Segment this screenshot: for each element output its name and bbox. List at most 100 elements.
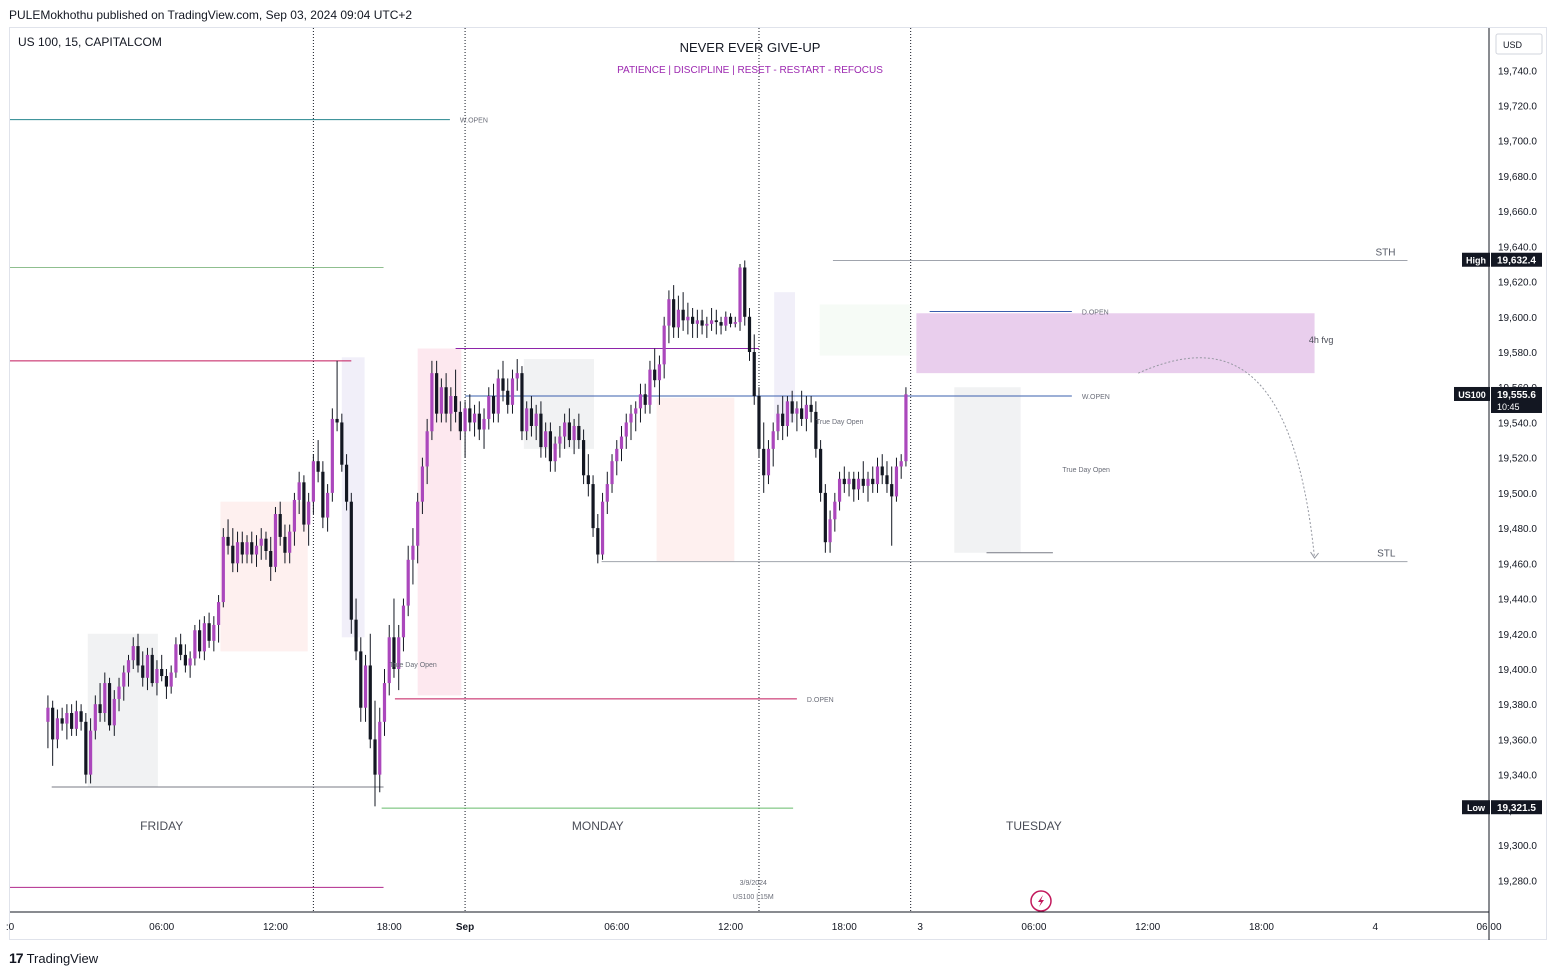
candle-body-up bbox=[624, 422, 628, 437]
x-tick-label: 12:00 bbox=[263, 922, 288, 933]
candle bbox=[60, 707, 64, 731]
candle bbox=[600, 492, 605, 560]
candle-body-down bbox=[349, 501, 353, 620]
candle bbox=[563, 413, 567, 449]
monday-pm-box bbox=[774, 292, 796, 423]
candle-body-up bbox=[894, 466, 899, 497]
candle bbox=[155, 660, 159, 696]
candle bbox=[733, 316, 737, 328]
candle-body-up bbox=[297, 482, 301, 500]
candle-body-up bbox=[397, 637, 401, 669]
candle-body-down bbox=[871, 478, 875, 485]
x-tick-label: 4 bbox=[1372, 922, 1378, 933]
candle-body-down bbox=[823, 492, 827, 543]
y-tick-label: 19,360.0 bbox=[1498, 735, 1537, 746]
candle bbox=[240, 531, 244, 564]
candle-body-down bbox=[506, 390, 510, 405]
candle-body-up bbox=[193, 630, 197, 659]
candle bbox=[866, 471, 870, 502]
candle-body-down bbox=[278, 514, 282, 537]
candle-body-down bbox=[231, 545, 235, 564]
candle-body-up bbox=[856, 478, 861, 490]
candle bbox=[657, 355, 662, 405]
candle-body-up bbox=[785, 401, 790, 426]
candle-body-up bbox=[572, 425, 576, 441]
candle bbox=[899, 454, 903, 479]
candle-body-down bbox=[60, 718, 64, 724]
candle-body-up bbox=[638, 394, 643, 409]
candle-body-down bbox=[453, 396, 458, 412]
x-tick-label: 06:00 bbox=[1021, 922, 1046, 933]
true-day-open-tuesday: True Day Open bbox=[1062, 467, 1110, 474]
lightning-glyph bbox=[1038, 895, 1044, 907]
candle-body-up bbox=[705, 323, 709, 326]
candle bbox=[98, 683, 102, 722]
projection-arrow bbox=[1138, 357, 1316, 559]
candle-body-up bbox=[117, 686, 121, 699]
candle bbox=[321, 461, 325, 529]
candle bbox=[188, 651, 192, 678]
candle bbox=[250, 531, 254, 564]
x-tick-label: 06:00 bbox=[149, 922, 174, 933]
candle bbox=[145, 647, 150, 691]
candle bbox=[743, 260, 747, 326]
candle-body-up bbox=[648, 369, 652, 405]
candle-body-up bbox=[122, 672, 126, 687]
candle-body-down bbox=[819, 448, 823, 493]
y-tick-label: 19,740.0 bbox=[1498, 66, 1537, 77]
candle bbox=[842, 466, 846, 493]
candle-body-down bbox=[264, 538, 268, 552]
candle bbox=[326, 484, 330, 532]
candle bbox=[648, 360, 652, 414]
candle bbox=[591, 475, 595, 537]
candle-body-up bbox=[430, 373, 434, 432]
day-label-monday: MONDAY bbox=[572, 819, 624, 833]
candle-body-down bbox=[354, 619, 358, 652]
candle-body-up bbox=[330, 418, 334, 493]
candle-body-down bbox=[98, 704, 102, 714]
candle-body-down bbox=[577, 425, 581, 441]
candle-body-up bbox=[112, 698, 116, 726]
x-tick-label: Sep bbox=[456, 922, 474, 933]
candle bbox=[572, 418, 576, 455]
chart-title: NEVER EVER GIVE-UP bbox=[680, 40, 821, 55]
candle bbox=[700, 309, 704, 335]
candle-body-down bbox=[591, 484, 595, 529]
candle-body-down bbox=[852, 478, 856, 490]
candle bbox=[107, 677, 112, 731]
candle bbox=[619, 425, 624, 462]
candle-body-down bbox=[321, 471, 325, 518]
candle bbox=[577, 413, 581, 449]
candle bbox=[453, 369, 458, 423]
candle-body-up bbox=[221, 536, 225, 603]
candle bbox=[311, 454, 315, 515]
candle bbox=[553, 436, 557, 472]
candle-body-down bbox=[781, 413, 785, 426]
candle-body-down bbox=[458, 411, 462, 432]
candle-body-down bbox=[501, 378, 505, 391]
candle-body-down bbox=[743, 267, 747, 317]
candle bbox=[472, 404, 477, 437]
candle bbox=[411, 528, 415, 585]
candle bbox=[164, 668, 169, 699]
candle-body-up bbox=[605, 484, 609, 502]
candle bbox=[676, 295, 680, 338]
candle bbox=[65, 704, 69, 740]
candle-body-up bbox=[216, 602, 221, 625]
candle-body-up bbox=[273, 514, 278, 567]
candle bbox=[254, 535, 259, 567]
candle-body-up bbox=[558, 436, 562, 444]
candle bbox=[458, 401, 462, 441]
candle-body-up bbox=[235, 542, 240, 564]
monday-asia-box bbox=[523, 359, 595, 449]
candle-body-down bbox=[373, 739, 377, 775]
y-tick-label: 19,580.0 bbox=[1498, 348, 1537, 359]
candle bbox=[179, 633, 183, 661]
candle bbox=[885, 461, 889, 493]
y-tick-label: 19,520.0 bbox=[1498, 454, 1537, 465]
candle bbox=[544, 422, 548, 458]
y-tick-label: 19,460.0 bbox=[1498, 559, 1537, 570]
candle bbox=[79, 704, 83, 731]
candle-body-up bbox=[169, 672, 173, 687]
